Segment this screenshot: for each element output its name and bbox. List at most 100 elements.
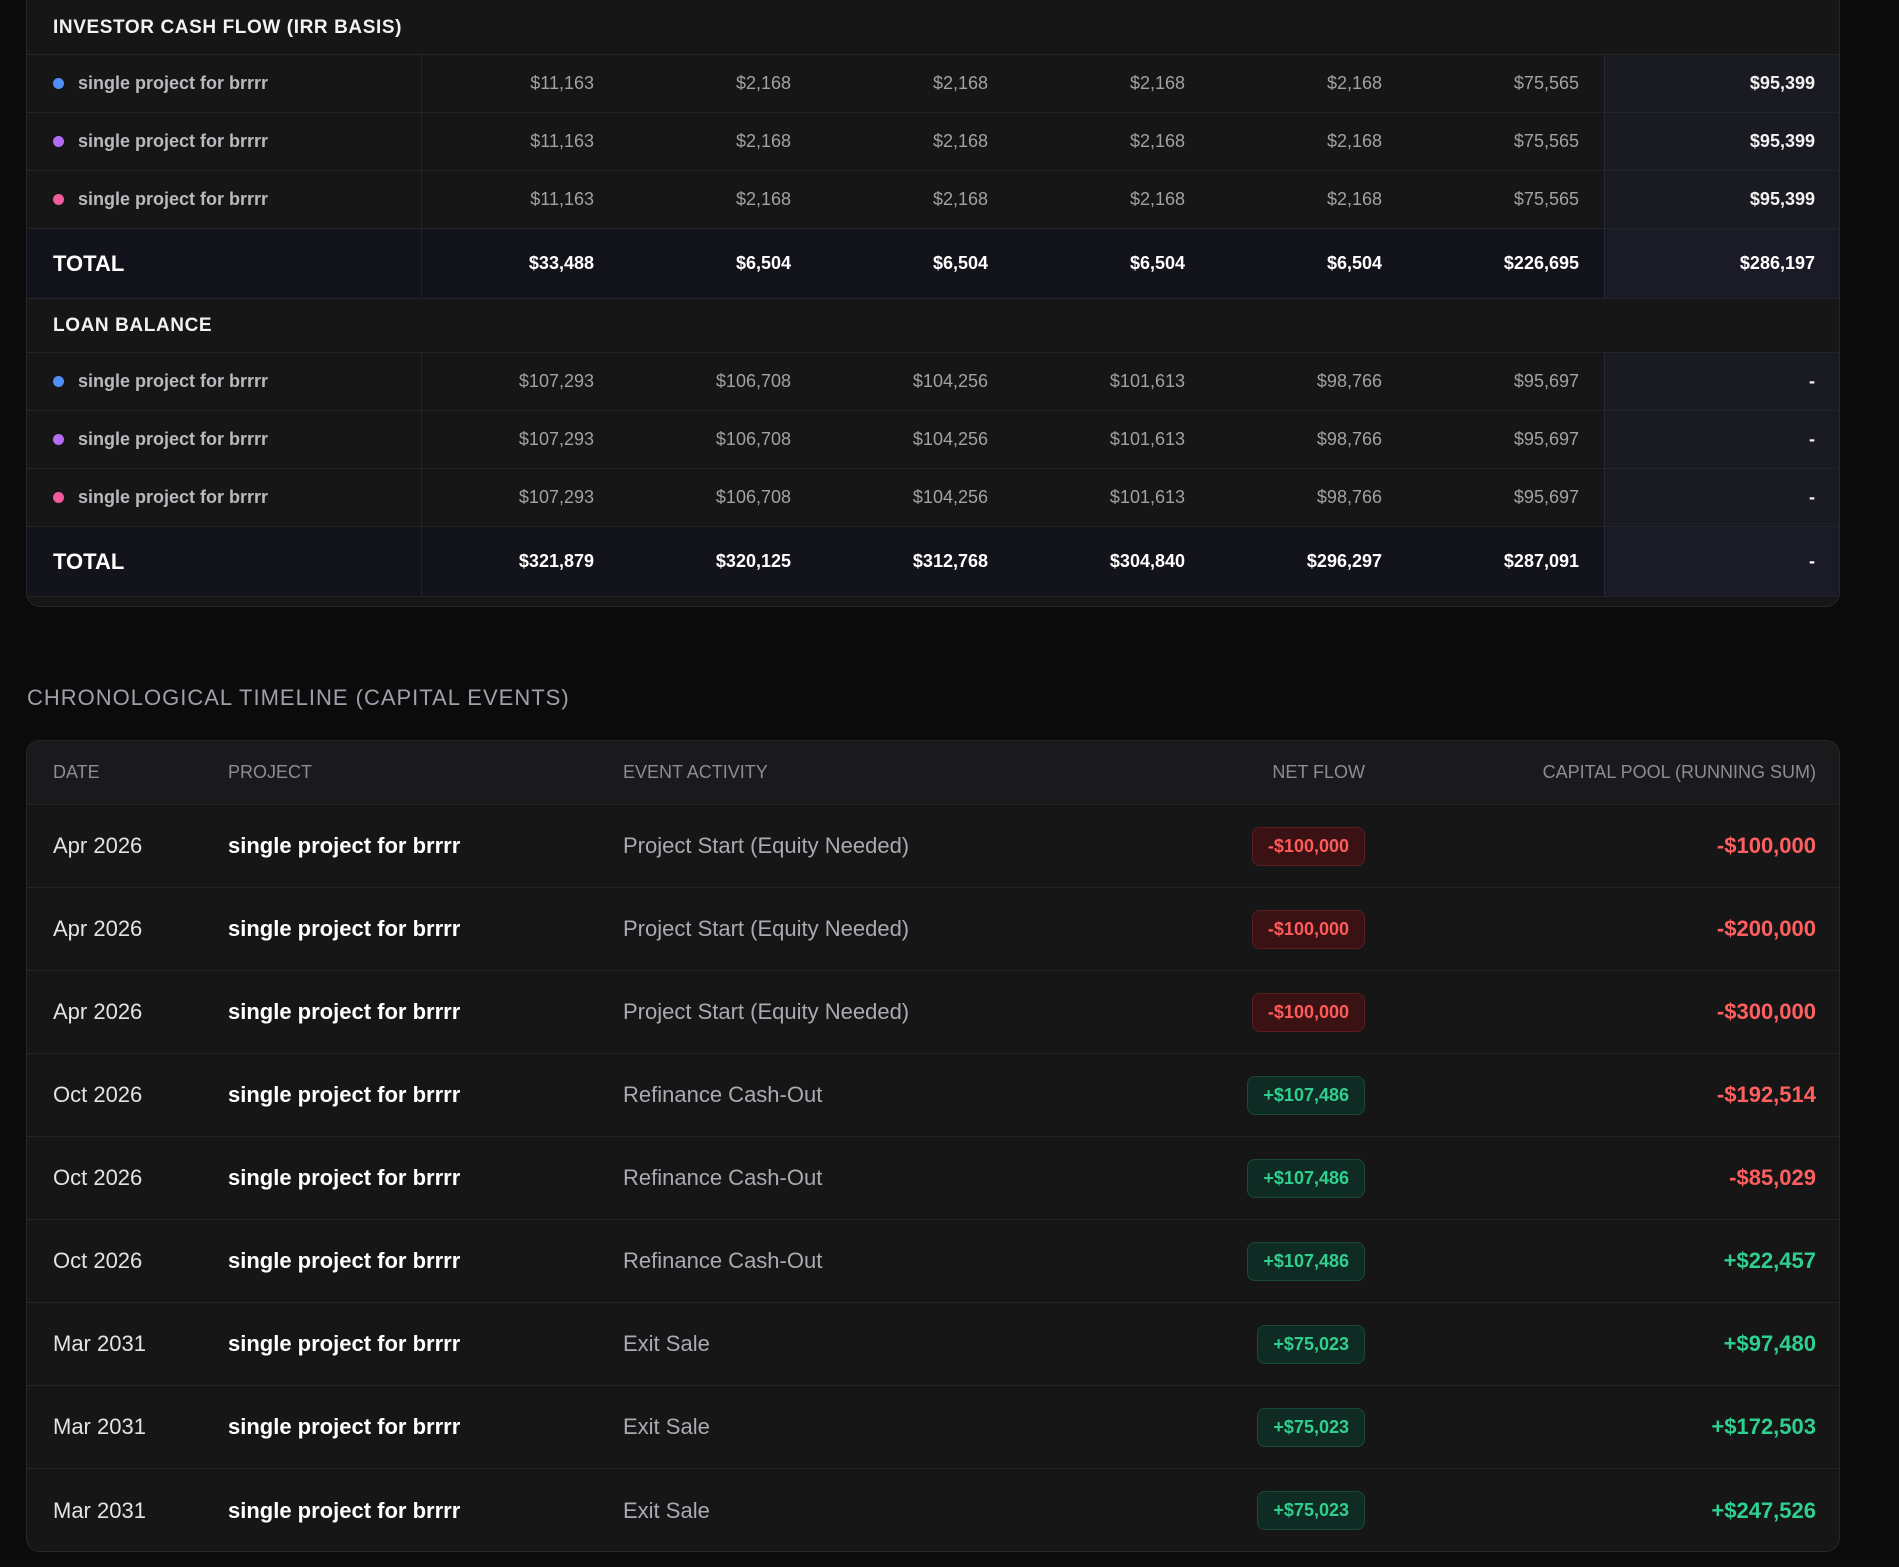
project-row-label[interactable]: single project for brrrr — [27, 171, 422, 229]
grand-total-cell: - — [1604, 527, 1839, 597]
header-capital-pool[interactable]: CAPITAL POOL (RUNNING SUM) — [1365, 741, 1839, 805]
section-title: LOAN BALANCE — [27, 299, 1839, 353]
value-cell: $98,766 — [1210, 353, 1407, 411]
event-project: single project for brrrr — [228, 1054, 623, 1137]
value-cell: $2,168 — [619, 171, 816, 229]
net-flow-badge: -$100,000 — [1251, 826, 1365, 866]
row-total-cell: $95,399 — [1604, 171, 1839, 229]
event-project: single project for brrrr — [228, 1497, 461, 1523]
event-project: single project for brrrr — [228, 971, 623, 1054]
value-cell: $2,168 — [816, 55, 1013, 113]
event-activity: Exit Sale — [623, 1386, 1047, 1469]
capital-pool-value: -$192,514 — [1365, 1054, 1839, 1137]
total-value-cell: $287,091 — [1407, 527, 1604, 597]
total-value-cell: $6,504 — [619, 229, 816, 299]
series-dot-icon — [53, 492, 64, 503]
event-activity: Exit Sale — [623, 1497, 710, 1523]
project-name: single project for brrrr — [78, 429, 269, 449]
value-cell: $2,168 — [619, 55, 816, 113]
project-name: single project for brrrr — [78, 131, 269, 151]
header-date[interactable]: DATE — [27, 741, 228, 805]
event-activity: Exit Sale — [623, 1303, 1047, 1386]
total-value-cell: $312,768 — [816, 527, 1013, 597]
net-flow-cell: +$75,023 — [1047, 1303, 1365, 1386]
total-value-cell: $304,840 — [1013, 527, 1210, 597]
value-cell: $75,565 — [1407, 171, 1604, 229]
event-project: single project for brrrr — [228, 1220, 623, 1303]
total-row-label: TOTAL — [27, 527, 422, 597]
value-cell: $98,766 — [1210, 469, 1407, 527]
total-value-cell: $296,297 — [1210, 527, 1407, 597]
value-cell: $11,163 — [422, 113, 619, 171]
project-row-label[interactable]: single project for brrrr — [27, 55, 422, 113]
value-cell: $101,613 — [1013, 353, 1210, 411]
total-value-cell: $33,488 — [422, 229, 619, 299]
summary-grid: INVESTOR CASH FLOW (IRR BASIS) single pro… — [27, 0, 1839, 597]
value-cell: $104,256 — [816, 353, 1013, 411]
capital-pool-value: -$100,000 — [1365, 805, 1839, 888]
net-flow-cell: +$107,486 — [1047, 1137, 1365, 1220]
value-cell: $2,168 — [816, 113, 1013, 171]
project-row-label[interactable]: single project for brrrr — [27, 113, 422, 171]
capital-pool-value: +$22,457 — [1365, 1220, 1839, 1303]
value-cell: $75,565 — [1407, 113, 1604, 171]
row-total-cell: - — [1604, 469, 1839, 527]
net-flow-badge: +$75,023 — [1257, 1491, 1365, 1530]
total-value-cell: $6,504 — [1210, 229, 1407, 299]
event-date: Oct 2026 — [27, 1054, 228, 1137]
value-cell: $104,256 — [816, 469, 1013, 527]
series-dot-icon — [53, 434, 64, 445]
value-cell: $107,293 — [422, 411, 619, 469]
event-project: single project for brrrr — [228, 1303, 623, 1386]
event-date: Mar 2031 — [53, 1497, 146, 1523]
net-flow-cell: -$100,000 — [1047, 971, 1365, 1054]
header-project[interactable]: PROJECT — [228, 741, 623, 805]
series-dot-icon — [53, 194, 64, 205]
project-name: single project for brrrr — [78, 189, 269, 209]
project-row-label[interactable]: single project for brrrr — [27, 469, 422, 527]
value-cell: $95,697 — [1407, 411, 1604, 469]
value-cell: $2,168 — [1210, 113, 1407, 171]
total-row-label: TOTAL — [27, 229, 422, 299]
event-date: Oct 2026 — [27, 1137, 228, 1220]
value-cell: $75,565 — [1407, 55, 1604, 113]
net-flow-badge: +$107,486 — [1247, 1241, 1365, 1281]
value-cell: $95,697 — [1407, 353, 1604, 411]
event-project: single project for brrrr — [228, 1386, 623, 1469]
event-project: single project for brrrr — [228, 1137, 623, 1220]
header-event[interactable]: EVENT ACTIVITY — [623, 741, 1047, 805]
value-cell: $104,256 — [816, 411, 1013, 469]
row-total-cell: $95,399 — [1604, 55, 1839, 113]
net-flow-cell: -$100,000 — [1047, 805, 1365, 888]
timeline-grid: DATE PROJECT EVENT ACTIVITY NET FLOW CAP… — [27, 741, 1839, 1551]
header-net-flow[interactable]: NET FLOW — [1047, 741, 1365, 805]
total-value-cell: $321,879 — [422, 527, 619, 597]
net-flow-badge: -$100,000 — [1251, 909, 1365, 949]
series-dot-icon — [53, 376, 64, 387]
row-total-cell: $95,399 — [1604, 113, 1839, 171]
section-title: INVESTOR CASH FLOW (IRR BASIS) — [27, 1, 1839, 55]
value-cell: $106,708 — [619, 353, 816, 411]
value-cell: $101,613 — [1013, 469, 1210, 527]
project-row-label[interactable]: single project for brrrr — [27, 353, 422, 411]
project-row-label[interactable]: single project for brrrr — [27, 411, 422, 469]
event-date: Apr 2026 — [27, 971, 228, 1054]
event-project: single project for brrrr — [228, 888, 623, 971]
value-cell: $107,293 — [422, 469, 619, 527]
net-flow-cell: -$100,000 — [1047, 888, 1365, 971]
net-flow-badge: +$75,023 — [1257, 1324, 1365, 1364]
projection-summary-table: INVESTOR CASH FLOW (IRR BASIS) single pro… — [26, 0, 1840, 607]
series-dot-icon — [53, 136, 64, 147]
event-activity: Project Start (Equity Needed) — [623, 888, 1047, 971]
project-name: single project for brrrr — [78, 487, 269, 507]
value-cell: $101,613 — [1013, 411, 1210, 469]
capital-pool-value: +$172,503 — [1365, 1386, 1839, 1469]
total-value-cell: $6,504 — [816, 229, 1013, 299]
series-dot-icon — [53, 78, 64, 89]
capital-pool-value: -$200,000 — [1365, 888, 1839, 971]
total-value-cell: $320,125 — [619, 527, 816, 597]
value-cell: $2,168 — [1210, 55, 1407, 113]
value-cell: $98,766 — [1210, 411, 1407, 469]
event-date: Oct 2026 — [27, 1220, 228, 1303]
value-cell: $106,708 — [619, 469, 816, 527]
